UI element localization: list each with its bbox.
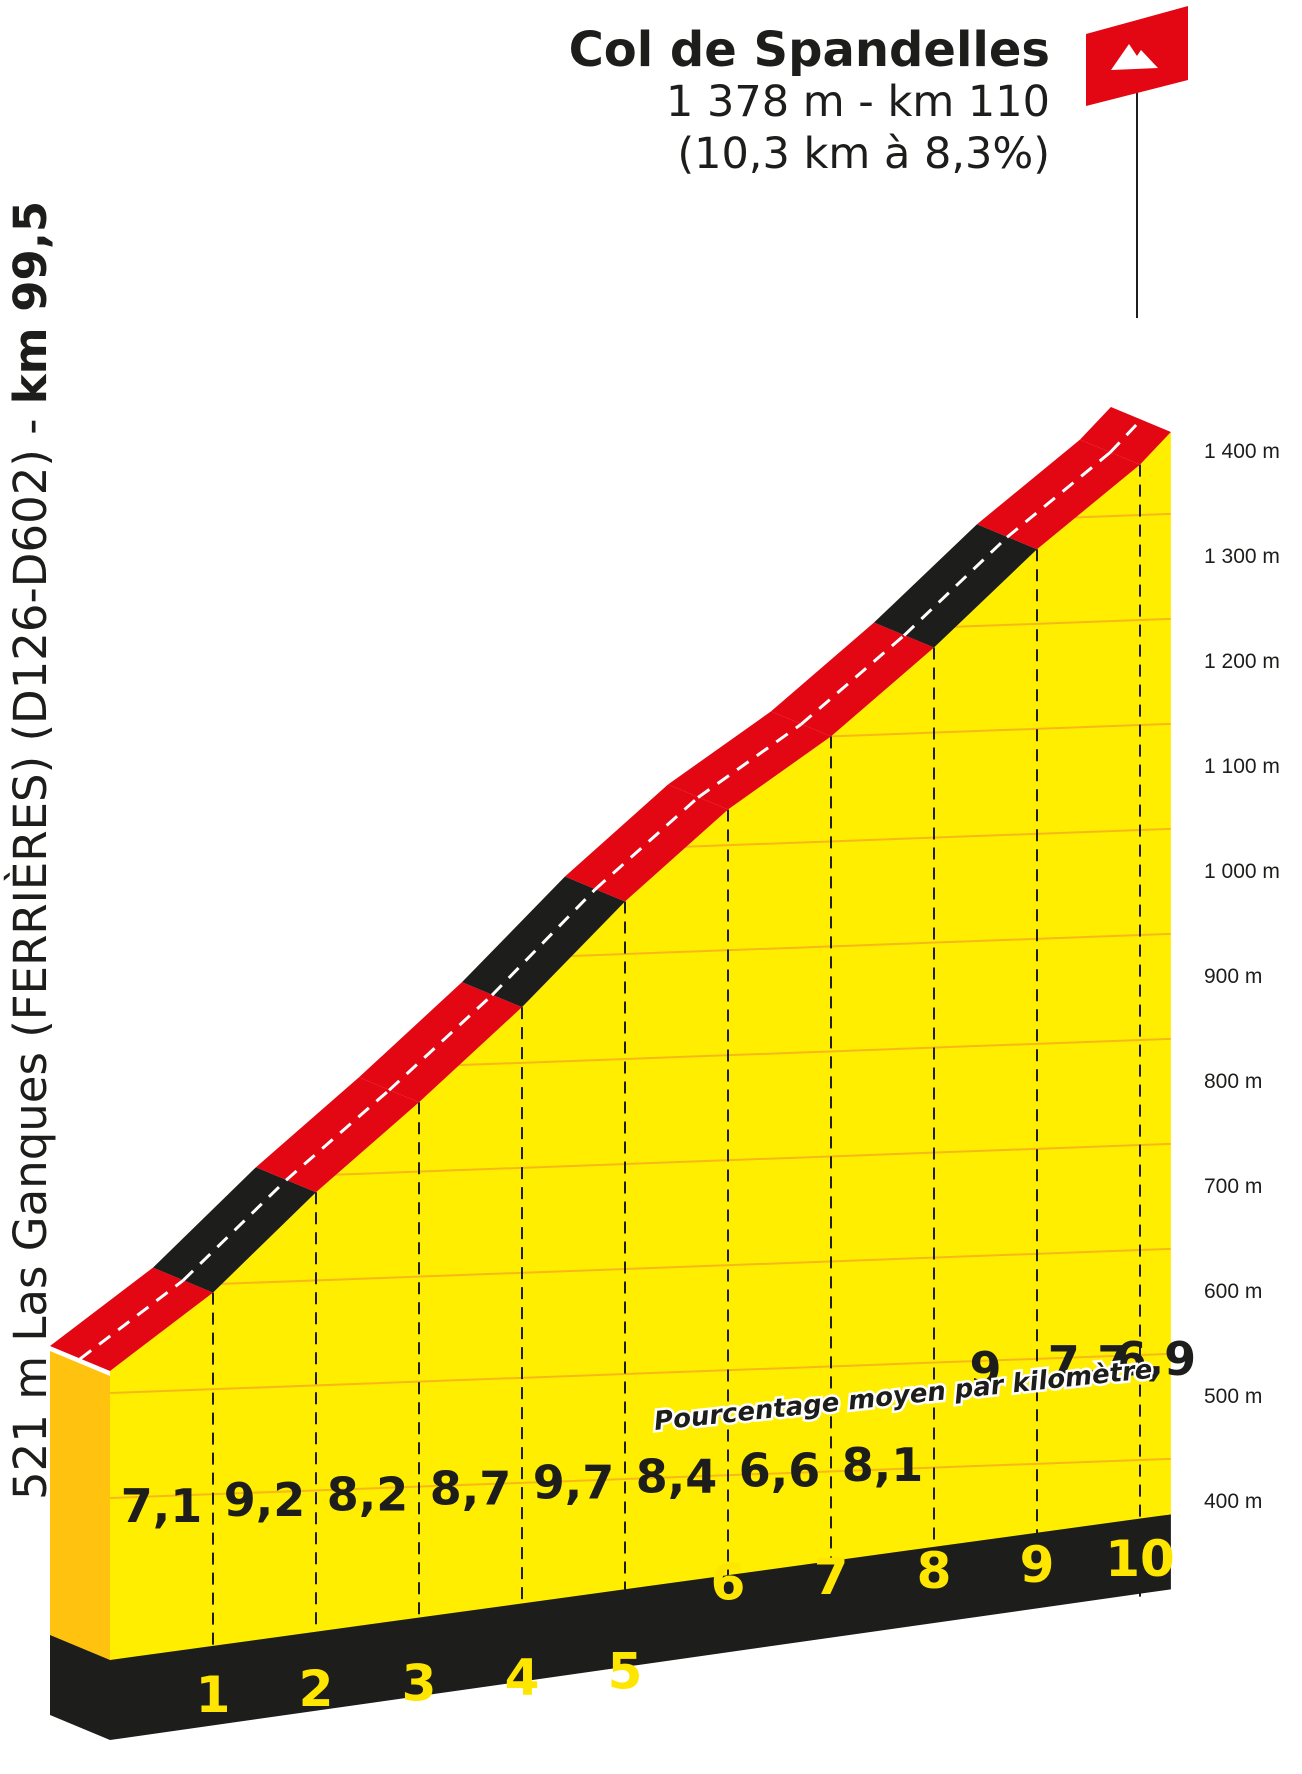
road-centerline [79,1279,184,1361]
grade-label: 7,7 [1048,1336,1130,1390]
grade-label: 7,1 [121,1479,203,1533]
km-marker: 3 [402,1654,437,1712]
y-axis: 400 m 500 m 600 m 700 m 800 m 900 m 1 000 m 1 1… [1204,440,1280,1513]
y-tick-label: 800 m [1204,1070,1262,1093]
km-markers: 1 2 3 4 5 6 7 8 9 10 [196,1530,1175,1724]
y-tick-label: 600 m [1204,1280,1262,1303]
gradient-band-segment [977,439,1140,550]
km-marker: 10 [1105,1530,1175,1588]
y-tick-label: 1 400 m [1204,440,1280,463]
mountain-flag-icon [1086,6,1188,318]
grade-label: 9,7 [533,1455,615,1509]
y-tick-label: 1 200 m [1204,650,1280,673]
y-tick-label: 1 100 m [1204,755,1280,778]
road-centerline [490,888,597,997]
start-label: 521 m Las Ganques (FERRIÈRES) (D126-D602… [4,201,57,1500]
grade-label: 6,9 [1115,1332,1197,1386]
profile-base [50,1350,1171,1740]
km-marker: 1 [196,1666,231,1724]
y-tick-label: 400 m [1204,1490,1262,1513]
summit-length-grade: (10,3 km à 8,3%) [677,129,1050,179]
altitude-gridline [110,1352,1171,1394]
y-tick-label: 500 m [1204,1385,1262,1408]
grade-label: 8,2 [327,1467,409,1521]
grade-label: 9,2 [224,1473,306,1527]
grade-label: 8,1 [842,1438,924,1492]
km-dividers [212,464,1141,1655]
km-marker: 9 [1020,1536,1055,1594]
gradient-band-segment [50,1267,213,1371]
km-marker: 2 [299,1660,334,1718]
y-tick-label: 700 m [1204,1175,1262,1198]
grade-label: 8,7 [430,1461,512,1515]
km-marker: 6 [711,1554,746,1612]
altitude-gridline [110,1457,1171,1499]
road-centerline [697,723,802,799]
summit-name: Col de Spandelles [569,22,1050,78]
km-marker: 5 [608,1643,643,1701]
start-label-text: 521 m Las Ganques (FERRIÈRES) (D126-D602… [4,404,57,1500]
altitude-gridline [110,431,1171,449]
km-marker: 4 [505,1648,540,1706]
road-centerline [1108,418,1142,454]
gradient-band-segment [1080,406,1171,465]
gradient-band-segment [565,784,728,902]
grade-label: 6,6 [739,1444,821,1498]
base-slab [50,1514,1171,1740]
gradient-bands [50,406,1171,1371]
gradient-band-segment [771,622,934,737]
grade-labels: 7,1 9,2 8,2 8,7 9,7 8,4 6,6 8,1 9 7,76,9 [121,1332,1196,1533]
profile-face [110,431,1171,1661]
summit-altitude-km: 1 378 m - km 110 [666,77,1050,127]
profile-side-face [50,1350,110,1660]
altitude-gridline [110,1247,1171,1289]
gradient-band-segment [874,524,1037,648]
gradient-band-segment [256,1077,419,1193]
profile-area [110,431,1171,1661]
gradient-band-segment [668,711,831,810]
km-marker: 7 [814,1548,849,1606]
grade-label: 9 [969,1342,1001,1396]
start-label-km: km 99,5 [4,201,57,405]
km-marker: 8 [917,1542,952,1600]
grade-label: 8,4 [636,1450,718,1504]
y-tick-label: 900 m [1204,965,1262,988]
gradient-band-segment [359,982,522,1103]
y-tick-label: 1 300 m [1204,545,1280,568]
y-tick-label: 1 000 m [1204,860,1280,883]
